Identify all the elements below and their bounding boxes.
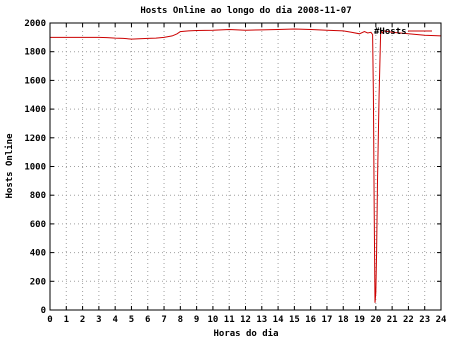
grid-layer [50, 23, 441, 310]
x-tick-label: 3 [96, 315, 101, 325]
y-tick-label: 1200 [24, 134, 46, 144]
series-layer [50, 28, 442, 303]
x-tick-label: 11 [224, 315, 235, 325]
x-tick-label: 2 [80, 315, 85, 325]
y-tick-label: 1800 [24, 48, 46, 58]
x-tick-label: 16 [305, 315, 316, 325]
x-tick-label: 21 [387, 315, 398, 325]
x-tick-label: 12 [240, 315, 251, 325]
y-axis-label: Hosts Online [4, 133, 15, 199]
y-tick-label: 2000 [24, 19, 46, 29]
x-tick-label: 10 [207, 315, 218, 325]
x-tick-label: 20 [370, 315, 381, 325]
y-tick-label: 800 [30, 191, 46, 201]
x-tick-label: 1 [64, 315, 69, 325]
x-axis-label: Horas do dia [213, 328, 278, 338]
x-tick-label: 23 [419, 315, 430, 325]
legend: #Hosts [374, 27, 432, 37]
x-tick-label: 4 [112, 315, 118, 325]
y-tick-label: 1600 [24, 76, 46, 86]
tick-layer: 0 1 2 3 4 5 6 7 8 9 10 11 12 13 14 15 16 17 18 19 20 21 22 23 24… [24, 19, 447, 325]
x-tick-label: 6 [145, 315, 150, 325]
y-tick-label: 1400 [24, 105, 46, 115]
chart-title: Hosts Online ao longo do dia 2008-11-07 [140, 5, 351, 16]
plot-frame [49, 22, 442, 311]
x-tick-label: 9 [194, 315, 199, 325]
y-tick-label: 1000 [24, 163, 46, 173]
y-tick-label: 600 [30, 220, 46, 230]
x-tick-label: 22 [403, 315, 414, 325]
x-tick-label: 17 [322, 315, 333, 325]
series-line-hosts [50, 28, 442, 303]
x-tick-label: 18 [338, 315, 349, 325]
x-tick-label: 14 [273, 315, 284, 325]
y-tick-label: 400 [30, 249, 46, 259]
x-tick-label: 8 [178, 315, 183, 325]
y-tick-label: 0 [41, 306, 46, 316]
x-tick-label: 13 [256, 315, 267, 325]
x-tick-label: 5 [129, 315, 134, 325]
legend-label: #Hosts [374, 27, 407, 37]
x-tick-label: 19 [354, 315, 365, 325]
x-tick-label: 0 [47, 315, 52, 325]
x-tick-label: 7 [161, 315, 166, 325]
x-tick-label: 24 [436, 315, 447, 325]
x-tick-label: 15 [289, 315, 300, 325]
y-tick-label: 200 [30, 277, 46, 287]
